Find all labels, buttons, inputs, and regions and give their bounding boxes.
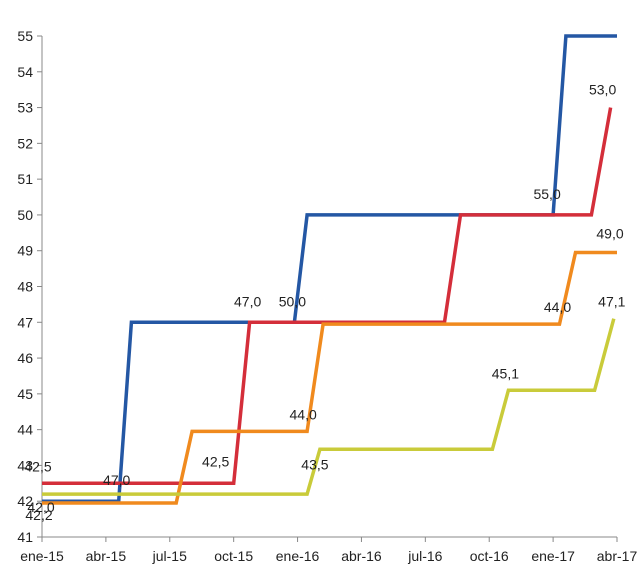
y-tick-label: 45 (17, 386, 33, 402)
data-label: 55,0 (533, 186, 560, 202)
series-line-3 (42, 250, 617, 505)
x-tick-label: abr-15 (86, 548, 127, 564)
data-label: 47,0 (234, 293, 261, 309)
y-tick-label: 47 (17, 314, 33, 330)
y-tick-label: 51 (17, 171, 33, 187)
x-tick-label: oct-16 (470, 548, 509, 564)
data-label: 53,0 (589, 82, 616, 98)
y-tick-label: 44 (17, 422, 33, 438)
data-label: 42,5 (202, 453, 229, 469)
y-tick-label: 41 (17, 529, 33, 545)
series-line-1 (42, 34, 617, 503)
y-tick-label: 48 (17, 279, 33, 295)
chart-axes: 41 42 43 44 45 46 47 48 49 50 51 52 53 54 55 ene-15 abr-… (17, 28, 637, 564)
x-tick-label: ene-16 (276, 548, 320, 564)
y-tick-label: 52 (17, 135, 33, 151)
y-tick-label: 54 (17, 64, 33, 80)
chart-data-labels: 47,0 50,0 55,0 42,5 47,0 42,5 53,0 42,0 44,0 44,0… (24, 82, 625, 523)
y-tick-label: 55 (17, 28, 33, 44)
y-tick-label: 53 (17, 100, 33, 116)
data-label: 42,0 (27, 499, 54, 515)
x-tick-label: abr-16 (341, 548, 382, 564)
x-tick-label: oct-15 (214, 548, 253, 564)
chart-series (42, 34, 617, 505)
x-tick-label: jul-15 (152, 548, 187, 564)
y-tick-label: 42 (17, 493, 33, 509)
series-line-2 (42, 107, 613, 486)
x-tick-label: ene-15 (20, 548, 64, 564)
x-tick-label: abr-17 (597, 548, 638, 564)
data-label: 50,0 (279, 293, 306, 309)
data-label: 47,0 (103, 472, 130, 488)
data-label: 42,5 (24, 458, 51, 474)
y-tick-label: 49 (17, 243, 33, 259)
data-label: 49,0 (596, 226, 623, 242)
series-line-4 (42, 318, 616, 496)
data-label: 45,1 (492, 365, 519, 381)
x-tick-label: jul-16 (407, 548, 442, 564)
y-tick-label: 50 (17, 207, 33, 223)
y-tick-label: 43 (17, 457, 33, 473)
y-tick-label: 46 (17, 350, 33, 366)
data-label: 42,2 (25, 507, 52, 523)
data-label: 43,5 (301, 456, 328, 472)
data-label: 44,0 (290, 406, 317, 422)
data-label: 47,1 (598, 294, 625, 310)
x-tick-label: ene-17 (531, 548, 575, 564)
data-label: 44,0 (544, 299, 571, 315)
